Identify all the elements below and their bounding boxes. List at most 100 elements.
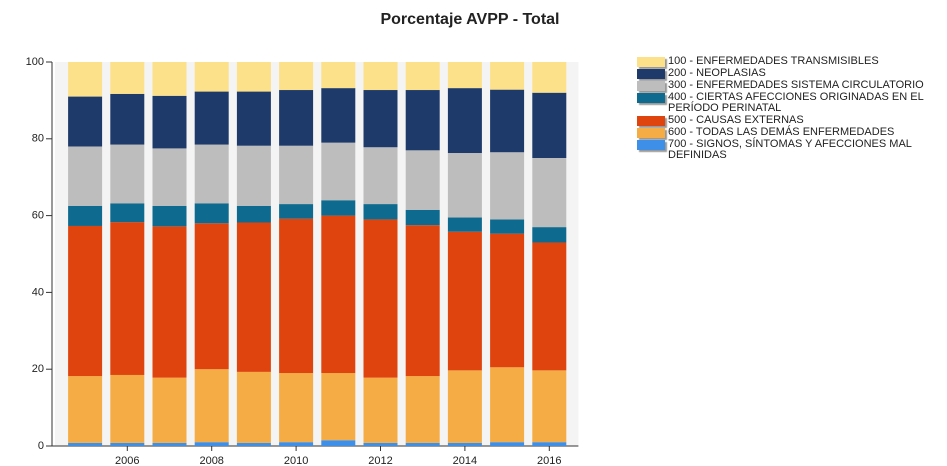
bar-segment (236, 222, 271, 372)
bar-segment (321, 440, 356, 446)
bar-segment (363, 90, 398, 148)
bar-segment (405, 62, 440, 91)
bar-segment (152, 62, 187, 96)
bar-segment (110, 374, 145, 443)
bar-segment (236, 62, 271, 92)
legend-item: 600 - TODAS LAS DEMÁS ENFERMEDADES (637, 127, 942, 138)
bar-segment (490, 152, 525, 220)
bar-segment (490, 89, 525, 153)
bar-segment (532, 370, 567, 443)
bar-segment (490, 442, 525, 446)
bar-segment (152, 95, 187, 149)
chart-title: Porcentaje AVPP - Total (380, 11, 559, 28)
bar-segment (279, 218, 314, 374)
bar-segment (194, 442, 229, 446)
x-tick-label: 2012 (368, 455, 392, 466)
bar-segment (279, 62, 314, 91)
bar-segment (152, 442, 187, 446)
bar-segment (194, 223, 229, 370)
bar-segment (363, 147, 398, 205)
bar-segment (447, 62, 482, 89)
bar-segment (110, 222, 145, 375)
bar-segment (236, 206, 271, 223)
bar-segment (236, 145, 271, 206)
bar-segment (68, 146, 103, 206)
bar-segment (194, 62, 229, 92)
bar-segment (405, 90, 440, 151)
legend-label: 700 - SIGNOS, SÍNTOMAS Y AFECCIONES MAL … (668, 138, 912, 161)
bar-segment (68, 442, 103, 446)
bar-segment (447, 370, 482, 443)
x-tick-label: 2006 (115, 455, 139, 466)
bar-segment (110, 203, 145, 223)
bar-segment (152, 226, 187, 378)
bar-segment (279, 373, 314, 443)
legend-item: 700 - SIGNOS, SÍNTOMAS Y AFECCIONES MAL … (637, 139, 942, 161)
bar-segment (279, 145, 314, 205)
bar-segment (447, 217, 482, 232)
bar-segment (236, 442, 271, 446)
bar-segment (152, 377, 187, 443)
bar-segment (490, 62, 525, 90)
bar-segment (405, 442, 440, 446)
legend-label: 100 - ENFERMEDADES TRANSMISIBLES (668, 55, 879, 67)
legend: 100 - ENFERMEDADES TRANSMISIBLES 200 - NE… (637, 56, 942, 162)
legend-item: 200 - NEOPLASIAS (637, 68, 942, 79)
bar-segment (279, 204, 314, 219)
bar-segment (532, 442, 567, 446)
bar-segment (405, 209, 440, 226)
bar-segment (321, 88, 356, 143)
bar-segment (194, 203, 229, 224)
bar-segment (405, 150, 440, 210)
bar-segment (532, 158, 567, 228)
legend-swatch (637, 57, 665, 67)
legend-swatch (637, 81, 665, 91)
y-tick-label: 40 (32, 286, 44, 298)
bar-segment (321, 62, 356, 89)
x-tick-label: 2008 (199, 455, 223, 466)
bar-segment (152, 148, 187, 206)
y-tick-label: 100 (26, 56, 44, 68)
x-tick-label: 2010 (284, 455, 308, 466)
legend-swatch (637, 140, 665, 150)
legend-swatch (637, 93, 665, 103)
y-tick-label: 80 (32, 133, 44, 145)
legend-label: 200 - NEOPLASIAS (668, 67, 766, 79)
bar-segment (194, 91, 229, 145)
x-tick-label: 2014 (453, 455, 477, 466)
bar-segment (532, 227, 567, 243)
legend-swatch (637, 128, 665, 138)
bar-segment (110, 62, 145, 94)
bar-segment (194, 144, 229, 204)
bar-segment (68, 62, 103, 97)
legend-swatch (637, 116, 665, 126)
bar-segment (236, 371, 271, 443)
bar-segment (68, 376, 103, 443)
bar-segment (490, 367, 525, 443)
bar-segment (363, 219, 398, 378)
bar-segment (532, 242, 567, 371)
chart: Porcentaje AVPP - Total 0 20 40 60 80 100 2006… (26, 11, 579, 466)
legend-swatch (637, 69, 665, 79)
bar-segment (279, 90, 314, 146)
legend-item: 100 - ENFERMEDADES TRANSMISIBLES (637, 56, 942, 67)
bar-segment (321, 215, 356, 374)
bar-segment (152, 206, 187, 227)
bar-segment (363, 62, 398, 91)
y-tick-label: 20 (32, 363, 44, 375)
bar-segment (447, 231, 482, 371)
x-tick-label: 2016 (537, 455, 561, 466)
bar-segment (490, 219, 525, 234)
bar-segment (68, 206, 103, 226)
bar-segment (236, 91, 271, 146)
legend-label: 500 - CAUSAS EXTERNAS (668, 114, 804, 126)
bar-segment (363, 204, 398, 220)
bar-segment (321, 200, 356, 216)
bar-segment (68, 225, 103, 377)
bar-segment (363, 442, 398, 446)
bar-segment (447, 88, 482, 154)
legend-item: 300 - ENFERMEDADES SISTEMA CIRCULATORIO (637, 80, 942, 91)
legend-label: 400 - CIERTAS AFECCIONES ORIGINADAS EN E… (668, 91, 924, 114)
bar-segment (194, 369, 229, 443)
